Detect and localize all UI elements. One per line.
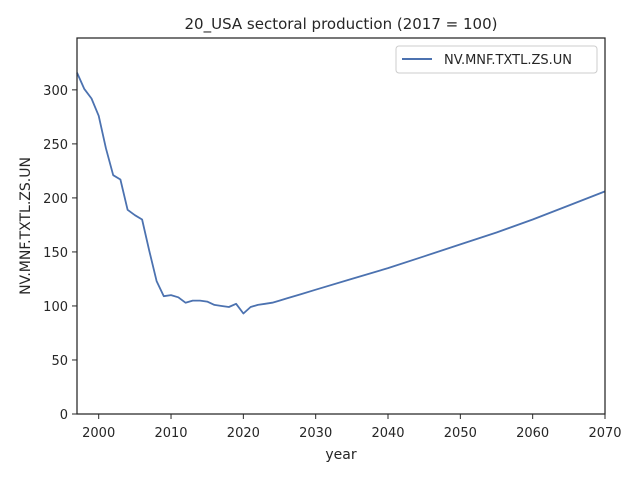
legend-label: NV.MNF.TXTL.ZS.UN	[444, 53, 572, 68]
x-tick-label: 2030	[299, 426, 332, 441]
x-tick-label: 2050	[444, 426, 477, 441]
series-layer	[76, 72, 606, 315]
legend-box	[395, 45, 598, 74]
x-tick-label: 2000	[82, 426, 115, 441]
y-tick-label: 150	[43, 246, 68, 261]
x-tick-label: 2040	[371, 426, 404, 441]
x-tick-label: 2070	[588, 426, 621, 441]
x-tick-label: 2060	[516, 426, 549, 441]
y-tick-label: 100	[43, 300, 68, 315]
y-tick-label: 250	[43, 138, 68, 153]
y-tick-label: 300	[43, 84, 68, 99]
x-tick-label: 2020	[227, 426, 260, 441]
axis-ticks: 2000 2010 2020 2030 2040 2050 2060 2070 0 50 100 15…	[43, 84, 621, 441]
y-tick-label: 0	[60, 408, 68, 423]
chart-title: 20_USA sectoral production (2017 = 100)	[185, 15, 498, 34]
x-tick-label: 2010	[154, 426, 187, 441]
plot-frame	[76, 37, 606, 415]
series-line	[76, 72, 606, 315]
y-tick-label: 50	[51, 354, 68, 369]
y-axis-label: NV.MNF.TXTL.ZS.UN	[18, 157, 34, 295]
y-tick-label: 200	[43, 192, 68, 207]
x-axis-label: year	[325, 447, 356, 463]
legend: NV.MNF.TXTL.ZS.UN	[395, 45, 598, 74]
